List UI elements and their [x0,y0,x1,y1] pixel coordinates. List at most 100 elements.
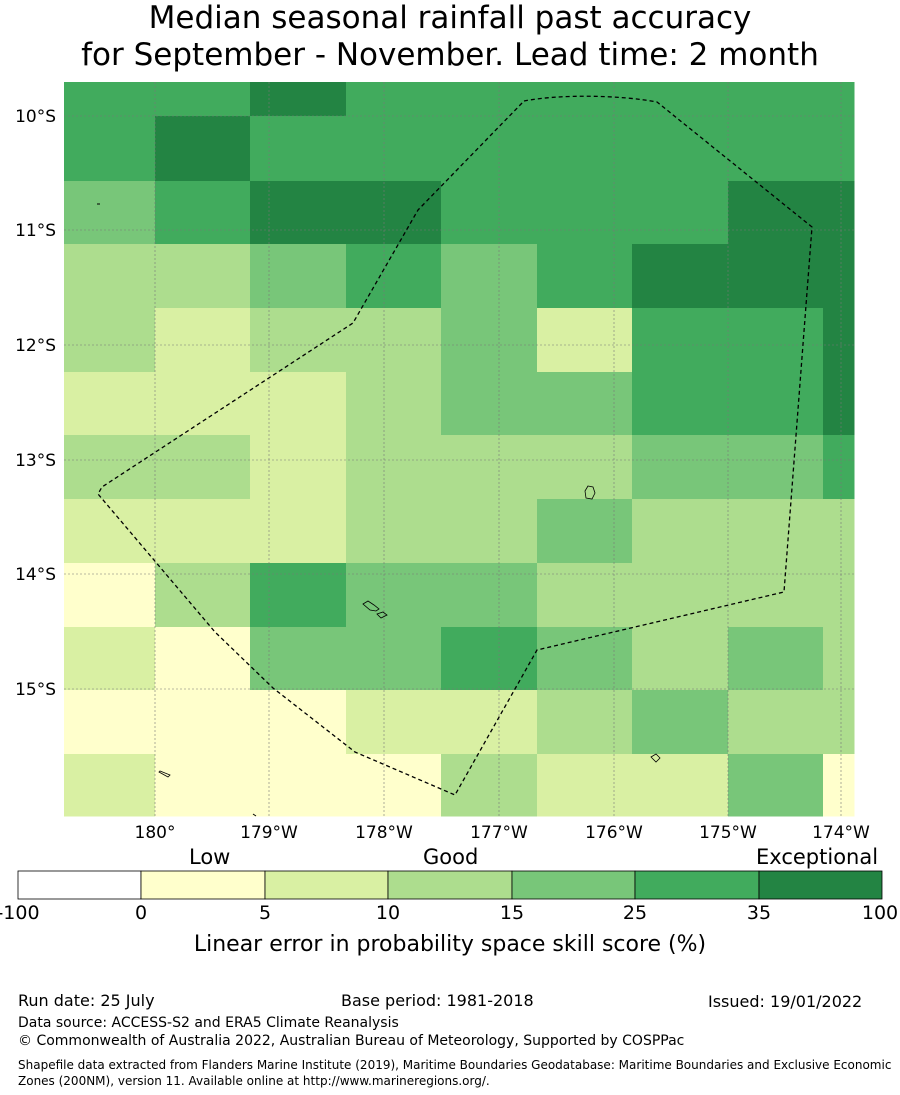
grid-cell [632,499,729,564]
island [158,770,171,778]
colorbar-swatch [264,870,389,900]
map-title-line1: Median seasonal rainfall past accuracy [148,0,752,36]
grid-cell [537,690,633,755]
grid-cell [632,308,729,373]
longitude-label: 180° [135,823,176,843]
grid-cell [537,499,633,564]
grid-cell [728,499,824,564]
colorbar-axis-label: Linear error in probability space skill … [193,932,707,957]
grid-cell [537,435,633,500]
colorbar-category-good: Good [423,845,479,869]
grid-cell [155,754,251,817]
colorbar-tick: -100 [0,902,40,924]
longitude-label: 175°W [699,823,757,843]
grid-cell [250,690,347,755]
grid-cell [346,754,442,817]
grid-cell [346,82,442,117]
grid-cell [155,372,251,436]
latitude-label: 14°S [15,565,56,585]
grid-cell [64,627,156,691]
grid-cell [64,690,156,755]
grid-cell [823,754,855,817]
grid-cell [823,435,855,500]
grid-cell [441,435,538,500]
skill-map: 10°S11°S12°S13°S14°S15°S 180° 179°W 178°W 1… [15,82,871,843]
colorbar-swatch [758,870,883,900]
grid-cell [250,499,347,564]
grid-cell [537,181,633,245]
issued-date: Issued: 19/01/2022 [708,992,863,1011]
colorbar-category-exceptional: Exceptional [756,845,879,869]
longitude-labels: 180° 179°W 178°W 177°W 176°W 175°W 174°W [135,823,871,843]
grid-cell [632,116,729,182]
colorbar-tick: 25 [622,902,648,924]
grid-cell [155,181,251,245]
grid-cell [346,627,442,691]
island [650,753,661,763]
grid-cell [537,627,633,691]
grid-cell [823,244,855,309]
grid-cell [441,372,538,436]
colorbar-tick: 100 [861,902,899,924]
grid-cell [346,435,442,500]
longitude-label: 177°W [470,823,528,843]
islands [97,203,661,817]
data-source: Data source: ACCESS-S2 and ERA5 Climate … [18,1015,399,1031]
grid-cell [823,116,855,182]
grid-cell [537,82,633,117]
colorbar-tick: 0 [134,902,148,924]
latitude-label: 10°S [15,107,56,127]
shapefile-credit: Shapefile data extracted from Flanders M… [18,1058,892,1088]
island [252,813,257,817]
grid-cell [64,308,156,373]
grid-cell [155,627,251,691]
grid-cell [346,563,442,628]
grid-cell [155,690,251,755]
grid-cell [64,82,156,117]
grid-cell [728,754,824,817]
grid-cell [155,563,251,628]
grid-cell [346,372,442,436]
grid-cell [823,372,855,436]
grid-cell [250,244,347,309]
grid-cell [250,754,347,817]
grid-cell [346,499,442,564]
grid-cell [250,181,347,245]
grid-cell [632,690,729,755]
grid-cell [250,308,347,373]
colorbar-tick: 15 [499,902,525,924]
grid-cell [823,563,855,628]
grid-cell [823,627,855,691]
grid-cell [250,627,347,691]
grid-cell [728,435,824,500]
grid-cell [346,690,442,755]
grid-cell [441,181,538,245]
base-period: Base period: 1981-2018 [341,991,534,1010]
longitude-label: 179°W [240,823,298,843]
grid-cell [441,627,538,691]
grid-cell [441,499,538,564]
grid-cell [537,372,633,436]
grid-cell [728,244,824,309]
grid-cell [823,181,855,245]
grid-cell [155,82,251,117]
grid-cell [346,181,442,245]
grid-cell [728,181,824,245]
grid-cell [64,372,156,436]
grid-cell [250,82,347,117]
latitude-label: 13°S [15,451,56,471]
colorbar-tick: 10 [375,902,401,924]
grid-cell [632,372,729,436]
colorbar-swatch [140,870,266,900]
colorbar-swatch [17,870,142,900]
run-date: Run date: 25 July [18,991,155,1010]
grid-cell [155,435,251,500]
grid-cell [155,308,251,373]
colorbar-swatch [387,870,513,900]
grid-cell [64,116,156,182]
eez-boundary [97,95,813,796]
skill-grid [64,82,855,817]
latitude-label: 12°S [15,336,56,356]
colorbar [17,870,883,900]
island [362,600,380,612]
